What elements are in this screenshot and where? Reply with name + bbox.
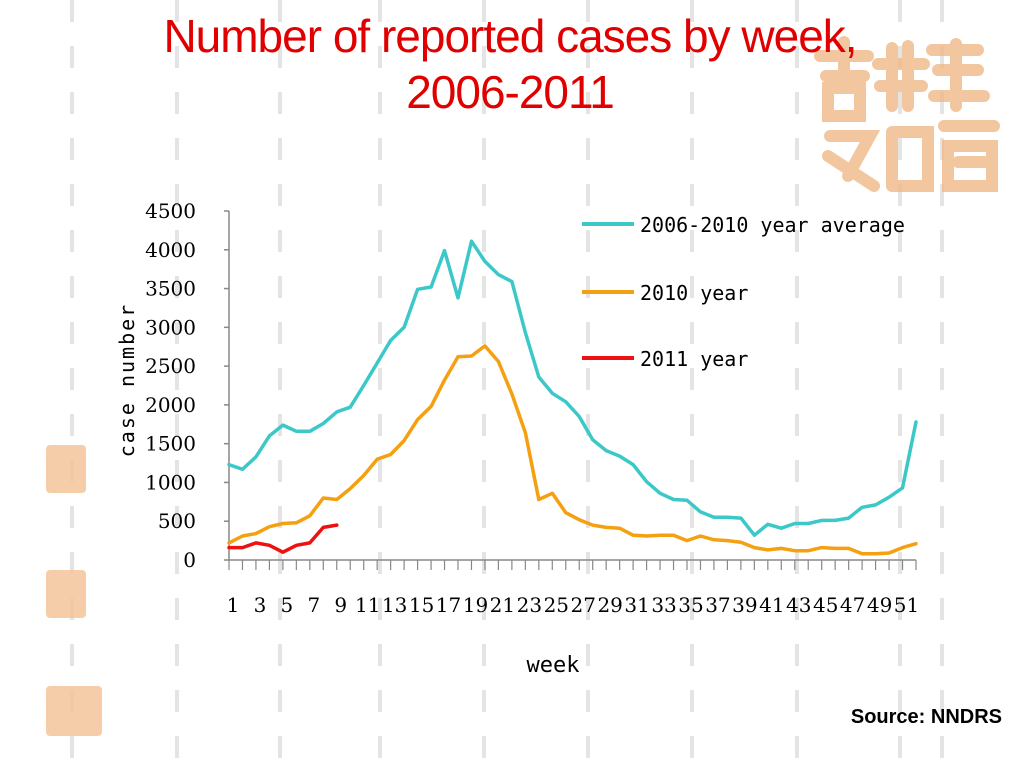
x-tick-label: 13	[382, 593, 407, 617]
x-tick-label: 35	[678, 593, 703, 617]
title-line-1: Number of reported cases by week,	[163, 10, 857, 62]
y-tick-label: 0	[183, 548, 196, 572]
x-tick-label: 41	[759, 593, 784, 617]
y-tick-label: 1500	[145, 432, 196, 456]
series-line-3	[227, 523, 339, 554]
legend-label-1: 2006-2010 year average	[640, 213, 905, 237]
x-tick-label: 49	[867, 593, 892, 617]
x-tick-label: 1	[227, 593, 240, 617]
seal-watermark-small-1	[46, 445, 86, 493]
x-tick-label: 9	[334, 593, 347, 617]
series-line-1	[227, 239, 918, 537]
x-tick-label: 15	[409, 593, 434, 617]
seal-watermark-small-2	[46, 570, 86, 618]
legend-label-3: 2011 year	[640, 347, 748, 371]
x-tick-label: 23	[517, 593, 542, 617]
y-tick-label: 2500	[145, 354, 196, 378]
title-line-2: 2006-2011	[406, 66, 615, 118]
y-axis-title: case number	[115, 303, 139, 457]
x-tick-label: 45	[813, 593, 838, 617]
x-tick-label: 3	[254, 593, 267, 617]
y-tick-label: 500	[158, 509, 196, 533]
x-tick-label: 29	[597, 593, 622, 617]
x-tick-label: 25	[544, 593, 569, 617]
series-line-2	[227, 344, 918, 556]
x-axis-title: week	[527, 653, 580, 678]
x-tick-label: 19	[463, 593, 488, 617]
x-tick-label: 51	[894, 593, 919, 617]
x-tick-label: 27	[571, 593, 596, 617]
seal-watermark-small-3	[46, 686, 102, 736]
x-tick-label: 17	[436, 593, 461, 617]
x-tick-label: 47	[840, 593, 865, 617]
y-tick-label: 3000	[145, 315, 196, 339]
x-tick-label: 43	[786, 593, 811, 617]
y-tick-label: 3500	[145, 277, 196, 301]
x-tick-label: 39	[732, 593, 757, 617]
y-tick-label: 4000	[145, 238, 196, 262]
legend-label-2: 2010 year	[640, 281, 748, 305]
x-tick-label: 31	[624, 593, 649, 617]
x-tick-label: 33	[651, 593, 676, 617]
seal-watermark-large	[808, 36, 1006, 196]
x-tick-label: 37	[705, 593, 730, 617]
slide-title: Number of reported cases by week, 2006-2…	[60, 8, 960, 120]
y-tick-label: 2000	[145, 393, 196, 417]
x-tick-label: 11	[355, 593, 380, 617]
source-label: Source: NNDRS	[850, 706, 1002, 728]
x-tick-label: 7	[307, 593, 320, 617]
y-tick-label: 1000	[145, 470, 196, 494]
y-tick-label: 4500	[145, 199, 196, 223]
x-tick-label: 21	[490, 593, 515, 617]
x-tick-label: 5	[281, 593, 294, 617]
